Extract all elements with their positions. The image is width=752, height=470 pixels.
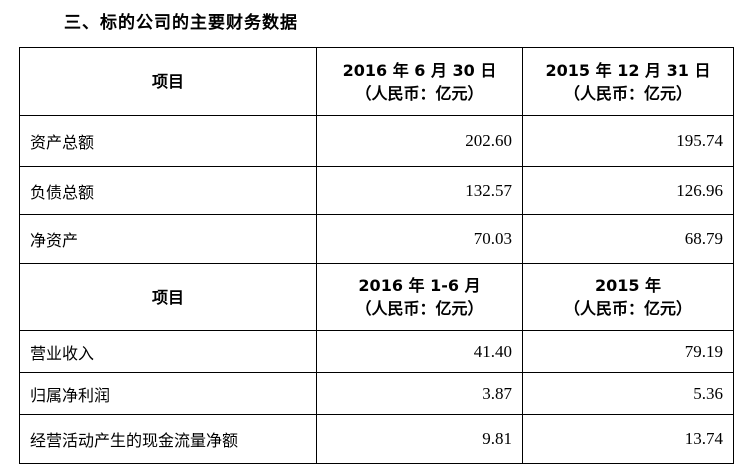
header-unit: （人民币：亿元） xyxy=(563,299,692,318)
header-item: 项目 xyxy=(19,263,317,331)
table-row: 资产总额 202.60 195.74 xyxy=(19,115,734,167)
row-value: 70.03 xyxy=(316,214,523,264)
row-value: 132.57 xyxy=(316,166,523,215)
financial-data-table: 项目 2016 年 6 月 30 日 （人民币：亿元） 2015 年 12 月 3… xyxy=(19,47,734,464)
row-value: 195.74 xyxy=(522,115,734,167)
header-period-2: 2015 年 （人民币：亿元） xyxy=(522,263,734,331)
row-value: 79.19 xyxy=(522,330,734,373)
row-value: 9.81 xyxy=(316,414,523,464)
header-unit: （人民币：亿元） xyxy=(563,83,692,103)
header-period-1: 2016 年 1-6 月 （人民币：亿元） xyxy=(316,263,523,331)
header-unit: （人民币：亿元） xyxy=(355,299,484,318)
row-label: 归属净利润 xyxy=(19,372,317,415)
row-label: 净资产 xyxy=(19,214,317,264)
row-value: 5.36 xyxy=(522,372,734,415)
header-date: 2015 年 12 月 31 日 xyxy=(545,60,711,80)
row-value: 13.74 xyxy=(522,414,734,464)
header-period-1: 2016 年 6 月 30 日 （人民币：亿元） xyxy=(316,47,523,116)
row-value: 41.40 xyxy=(316,330,523,373)
header-row-income: 项目 2016 年 1-6 月 （人民币：亿元） 2015 年 （人民币：亿元） xyxy=(19,263,734,331)
header-date: 2015 年 xyxy=(594,276,662,295)
header-row-balance: 项目 2016 年 6 月 30 日 （人民币：亿元） 2015 年 12 月 3… xyxy=(19,47,734,116)
table-row: 归属净利润 3.87 5.36 xyxy=(19,372,734,415)
header-period-2: 2015 年 12 月 31 日 （人民币：亿元） xyxy=(522,47,734,116)
table-row: 负债总额 132.57 126.96 xyxy=(19,166,734,215)
row-label: 营业收入 xyxy=(19,330,317,373)
row-value: 3.87 xyxy=(316,372,523,415)
table-row: 净资产 70.03 68.79 xyxy=(19,214,734,264)
section-title: 三、标的公司的主要财务数据 xyxy=(64,13,298,33)
header-date: 2016 年 1-6 月 xyxy=(358,276,481,295)
header-item: 项目 xyxy=(19,47,317,116)
row-value: 68.79 xyxy=(522,214,734,264)
header-date: 2016 年 6 月 30 日 xyxy=(342,60,497,80)
row-value: 202.60 xyxy=(316,115,523,167)
row-label: 负债总额 xyxy=(19,166,317,215)
row-value: 126.96 xyxy=(522,166,734,215)
header-unit: （人民币：亿元） xyxy=(355,83,484,103)
row-label: 资产总额 xyxy=(19,115,317,167)
table-row: 营业收入 41.40 79.19 xyxy=(19,330,734,373)
table-row: 经营活动产生的现金流量净额 9.81 13.74 xyxy=(19,414,734,464)
row-label: 经营活动产生的现金流量净额 xyxy=(19,414,317,464)
